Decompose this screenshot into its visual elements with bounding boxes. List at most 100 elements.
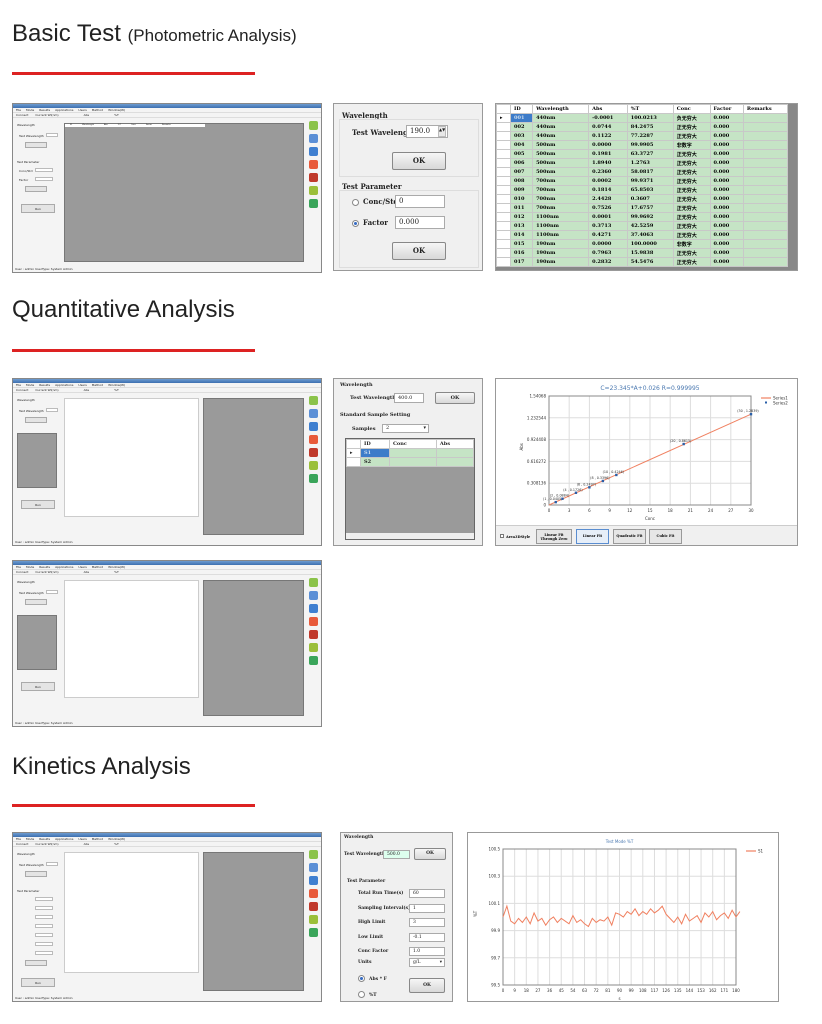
menu-item[interactable]: File [16, 565, 22, 569]
table-row[interactable]: ▸ S1 [346, 448, 475, 458]
menu-item[interactable]: Window(W) [108, 837, 126, 841]
cell[interactable]: 54.5476 [626, 257, 674, 267]
run-button[interactable]: Run [21, 682, 55, 691]
menu-item[interactable]: Method [91, 565, 104, 569]
cell[interactable] [742, 185, 789, 195]
cell[interactable] [742, 140, 789, 150]
cell[interactable]: 0.000 [709, 257, 744, 267]
factor-input[interactable]: 0.000 [395, 216, 445, 229]
table-row[interactable]: 007 500nm 0.2360 58.0817 正无穷大 0.000 [496, 167, 789, 177]
run-button[interactable]: Run [21, 500, 55, 509]
cell[interactable] [742, 248, 789, 258]
multi-wavelength-icon[interactable] [309, 902, 318, 911]
cell[interactable] [742, 167, 789, 177]
toolbar-item[interactable]: Connect [16, 570, 29, 574]
cell[interactable]: 005 [509, 149, 534, 159]
cell[interactable]: 17.6757 [626, 203, 674, 213]
standard-curve-icon[interactable] [309, 134, 318, 143]
ok-button[interactable] [25, 599, 47, 605]
dna-protein-icon[interactable] [309, 643, 318, 652]
cell[interactable]: 008 [509, 176, 534, 186]
toolbar-item[interactable]: %T [114, 570, 119, 574]
cell[interactable] [742, 239, 789, 249]
cell[interactable]: 700nm [532, 176, 590, 186]
cell[interactable]: 500nm [532, 167, 590, 177]
table-row[interactable]: ▸ 001 440nm -0.0001 100.0213 负无穷大 0.000 [496, 113, 789, 123]
menu-item[interactable]: Applications [55, 108, 74, 112]
linear-fit-button[interactable]: Linear Fit [576, 529, 609, 544]
spectrum-icon[interactable] [309, 396, 318, 405]
wavelength-ok-button[interactable]: OK [414, 848, 446, 860]
parameter-input[interactable] [35, 915, 53, 919]
custom-calculation-icon[interactable] [309, 928, 318, 937]
cell[interactable]: 2.4428 [588, 194, 628, 204]
cell[interactable]: 0.2360 [588, 167, 628, 177]
cell[interactable]: 190nm [532, 248, 590, 258]
toolbar-item[interactable]: Current Wl(nm) [35, 570, 59, 574]
cell[interactable]: 190nm [532, 257, 590, 267]
cell[interactable]: 0.7963 [588, 248, 628, 258]
cell[interactable] [742, 230, 789, 240]
menu-item[interactable]: Applications [55, 837, 74, 841]
cell[interactable]: 正无穷大 [672, 158, 711, 168]
table-row[interactable]: 002 440nm 0.0744 84.2475 正无穷大 0.000 [496, 122, 789, 132]
cell[interactable]: 非数字 [672, 140, 711, 150]
cell[interactable]: 0.000 [709, 239, 744, 249]
cell[interactable]: 0.000 [709, 230, 744, 240]
cell[interactable]: 700nm [532, 194, 590, 204]
quadratic-fit-button[interactable]: Quadratic Fit [613, 529, 646, 544]
toolbar-item[interactable]: Current Wl(nm) [35, 388, 59, 392]
toolbar-item[interactable]: Current Wl(nm) [35, 842, 59, 846]
cell[interactable]: 正无穷大 [672, 257, 711, 267]
cell[interactable]: 190nm [532, 239, 590, 249]
table-row[interactable]: S2 [346, 457, 475, 467]
cell[interactable]: 006 [509, 158, 534, 168]
cell[interactable] [435, 448, 475, 458]
cell[interactable]: 0.3713 [588, 221, 628, 231]
cell[interactable]: 0.1122 [588, 131, 628, 141]
cell[interactable]: 0.7526 [588, 203, 628, 213]
test-wavelength-input[interactable]: 500.0 [383, 850, 410, 859]
custom-calculation-icon[interactable] [309, 474, 318, 483]
column-header[interactable]: Conc [388, 439, 437, 449]
column-header[interactable]: Conc [672, 104, 711, 114]
parameter-ok-button[interactable]: OK [409, 978, 445, 993]
menu-item[interactable]: Users [78, 108, 87, 112]
column-header[interactable]: Abs [588, 104, 628, 114]
cell[interactable]: 0.0744 [588, 122, 628, 132]
quantitative-icon[interactable] [309, 435, 318, 444]
cell[interactable] [742, 122, 789, 132]
toolbar-item[interactable]: %T [114, 842, 119, 846]
cell[interactable]: 0.0000 [588, 140, 628, 150]
horizontal-scrollbar[interactable] [346, 533, 474, 539]
cell[interactable]: 非数字 [672, 239, 711, 249]
cell[interactable]: 99.9371 [626, 176, 674, 186]
cell[interactable]: 0.000 [709, 158, 744, 168]
cell[interactable]: 正无穷大 [672, 122, 711, 132]
cell[interactable]: 010 [509, 194, 534, 204]
run-button[interactable]: Run [21, 978, 55, 987]
cell[interactable]: 440nm [532, 113, 590, 123]
cell[interactable]: 440nm [532, 122, 590, 132]
field-input[interactable]: 3 [409, 918, 445, 927]
multi-wavelength-icon[interactable] [309, 173, 318, 182]
menu-item[interactable]: Mode [26, 383, 35, 387]
cell[interactable]: 100.0213 [626, 113, 674, 123]
toolbar-item[interactable]: Connect [16, 842, 29, 846]
column-header[interactable]: ID [509, 104, 534, 114]
units-select[interactable]: g/L ▾ [409, 958, 445, 967]
cell[interactable]: 正无穷大 [672, 221, 711, 231]
column-header[interactable]: Remarks [742, 104, 789, 114]
cell[interactable]: 1100nm [532, 230, 590, 240]
menu-item[interactable]: File [16, 108, 22, 112]
cell[interactable] [742, 203, 789, 213]
table-row[interactable]: 014 1100nm 0.4271 37.4063 正无穷大 0.000 [496, 230, 789, 240]
cell[interactable]: 700nm [532, 203, 590, 213]
custom-calculation-icon[interactable] [309, 199, 318, 208]
wavelength-spinner[interactable]: ▲▼ [438, 126, 446, 137]
menu-item[interactable]: Method [91, 383, 104, 387]
cell[interactable]: 1100nm [532, 221, 590, 231]
cubic-fit-button[interactable]: Cubic Fit [649, 529, 682, 544]
cell[interactable]: 0.000 [709, 140, 744, 150]
samples-select[interactable]: 2 ▾ [382, 424, 429, 433]
